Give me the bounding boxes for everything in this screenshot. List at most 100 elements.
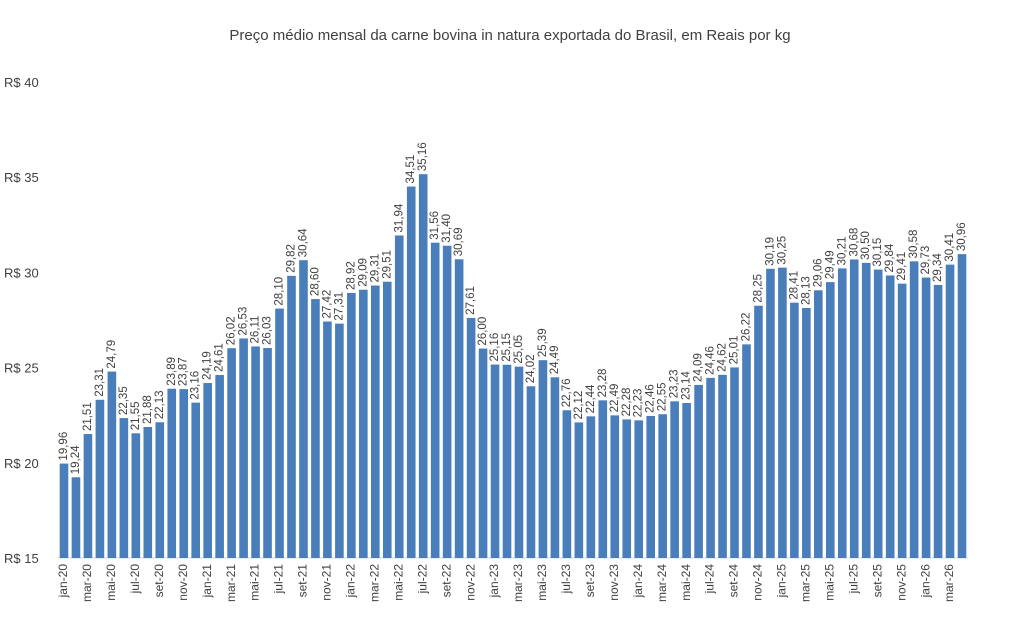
bar [670,401,679,558]
value-label: 23,23 [669,370,681,399]
bar [323,321,332,558]
x-tick-label: jul-25 [846,564,860,595]
bar [754,305,763,558]
x-tick-label: jan-24 [631,564,645,599]
value-label: 19,96 [58,432,70,461]
x-tick-label: set-22 [439,564,453,598]
bar [861,262,871,558]
value-label: 19,24 [70,445,82,474]
x-tick-label: nov-22 [463,564,477,601]
value-label: 26,53 [238,307,250,336]
value-label: 29,49 [824,250,836,279]
value-label: 30,41 [944,233,956,262]
x-tick-label: mar-22 [367,564,381,602]
value-label: 24,09 [693,353,705,382]
bar [119,418,129,558]
value-label: 29,09 [357,258,369,287]
bar [802,308,811,558]
x-tick-label: jul-22 [415,564,429,595]
x-tick-label: set-25 [870,564,884,598]
value-label: 22,23 [633,389,645,418]
bar [406,186,416,558]
value-label: 30,19 [764,237,776,266]
bar [873,269,883,558]
bar [275,308,284,558]
x-tick-label: jul-23 [559,564,573,595]
bar [790,302,799,558]
bar [694,384,703,558]
bar [742,344,751,558]
bar [957,254,967,559]
value-label: 24,46 [705,346,717,375]
bar [682,403,691,558]
bar [454,259,464,558]
value-label: 22,12 [573,391,585,420]
bar [837,268,847,558]
bar [586,416,596,558]
value-label: 29,73 [920,246,932,275]
x-tick-label: jan-25 [775,564,789,599]
chart-title: Preço médio mensal da carne bovina in na… [229,27,790,44]
bar [825,282,835,558]
value-label: 29,41 [896,252,908,281]
bar [239,338,248,558]
y-tick-label: R$ 40 [4,75,39,90]
bar [514,366,524,558]
value-label: 24,49 [549,346,561,375]
x-tick-label: set-21 [296,564,310,598]
value-label: 34,51 [405,155,417,184]
x-tick-label: nov-20 [176,564,190,601]
bar [131,433,141,558]
x-tick-label: nov-23 [607,564,621,601]
bar [526,386,536,558]
x-tick-label: set-24 [727,564,741,598]
bar [658,414,667,558]
x-tick-label: jul-21 [272,564,286,595]
bar [370,285,380,558]
y-tick-label: R$ 15 [4,551,39,566]
bar [574,422,584,558]
value-label: 25,15 [501,333,513,362]
bar [299,260,308,558]
bar [155,422,165,558]
x-tick-label: jan-23 [487,564,501,599]
x-tick-label: mai-22 [391,564,405,601]
x-tick-label: jul-20 [128,564,142,595]
bar [347,292,356,558]
bar [550,377,560,558]
x-tick-label: mar-25 [799,564,813,602]
bar [766,268,775,558]
bar [394,235,404,558]
value-label: 30,64 [297,228,309,257]
bar [945,264,955,558]
x-tick-label: jan-26 [918,564,932,599]
x-tick-label: set-20 [152,564,166,598]
value-label: 29,34 [932,253,944,282]
x-tick-label: mar-21 [224,564,238,602]
value-label: 26,00 [477,317,489,346]
bar [634,420,644,558]
x-tick-label: mar-26 [942,564,956,602]
value-label: 29,82 [286,244,298,273]
y-tick-label: R$ 20 [4,456,39,471]
bar [71,477,81,558]
x-tick-label: jan-21 [200,564,214,599]
value-label: 28,60 [309,267,321,296]
value-label: 23,28 [597,369,609,398]
x-tick-label: nov-25 [894,564,908,601]
value-label: 23,16 [190,371,202,400]
bar [167,388,177,558]
bar [203,383,212,558]
value-label: 28,25 [752,274,764,303]
value-label: 30,96 [956,222,968,251]
bar [598,400,608,558]
value-label: 28,92 [345,261,357,290]
value-label: 22,55 [657,382,669,411]
bar [430,242,440,558]
x-tick-label: jul-24 [703,564,717,595]
value-label: 24,02 [525,354,537,383]
value-label: 22,28 [621,388,633,417]
value-label: 29,51 [381,250,393,279]
value-label: 23,14 [681,371,693,400]
